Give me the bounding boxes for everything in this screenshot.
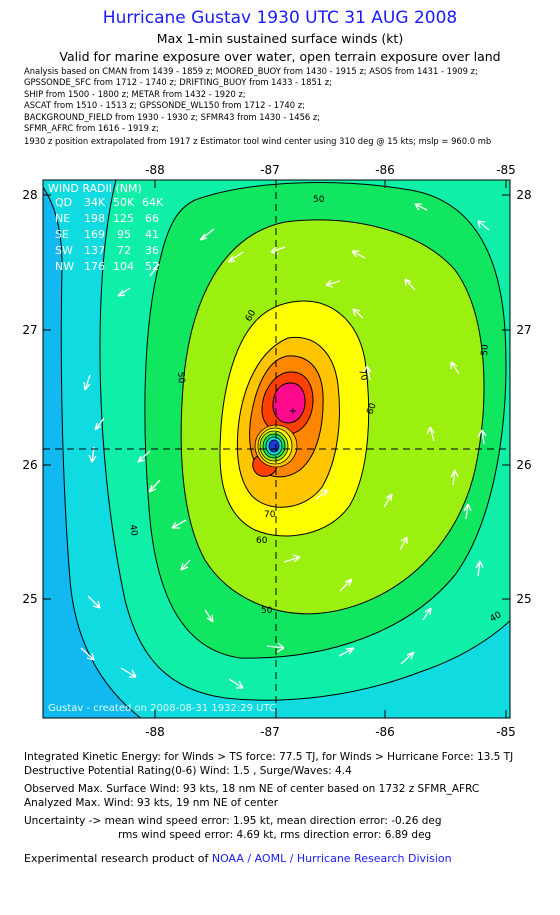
data-sources-line: SFMR_AFRC from 1616 - 1919 z; — [24, 123, 159, 133]
map-title: Hurricane Gustav 1930 UTC 31 AUG 2008 — [102, 8, 458, 28]
lon-tick-label: -86 — [375, 725, 395, 739]
wind-radii-cell: 52 — [145, 260, 159, 273]
observed-max-wind: Observed Max. Surface Wind: 93 kts, 18 n… — [24, 783, 480, 795]
wind-radii-table: WIND RADII (NM) QD 34K 50K 64K NE 198 12… — [48, 182, 164, 273]
uncertainty-rms-line: rms wind speed error: 4.69 kt, rms direc… — [118, 829, 432, 841]
wind-radii-cell: 66 — [145, 212, 159, 225]
lat-tick-label: 25 — [516, 592, 531, 606]
ike-line: Integrated Kinetic Energy: for Winds > T… — [24, 751, 514, 763]
wind-radii-cell: 64K — [142, 196, 164, 209]
data-sources-line: SHIP from 1500 - 1800 z; METAR from 1432… — [24, 89, 246, 99]
wind-radii-cell: SW — [55, 244, 73, 257]
contour-label: 60 — [256, 536, 268, 546]
wind-radii-cell: 137 — [84, 244, 105, 257]
position-note: 1930 z position extrapolated from 1917 z… — [24, 136, 492, 146]
lon-tick-label: -87 — [260, 725, 280, 739]
contour-label: 50 — [261, 606, 273, 616]
dpr-line: Destructive Potential Rating(0-6) Wind: … — [24, 765, 352, 777]
lon-tick-label: -87 — [260, 163, 280, 177]
wind-radii-cell: 34K — [84, 196, 106, 209]
contour-label: 50 — [313, 195, 325, 205]
wind-radii-title: WIND RADII (NM) — [48, 182, 142, 195]
wind-vectors — [80, 203, 490, 689]
noaa-link[interactable]: NOAA / AOML / Hurricane Research Divisio… — [211, 852, 452, 865]
lon-tick-label: -85 — [496, 725, 516, 739]
lon-tick-label: -88 — [145, 725, 165, 739]
contour-label: 70 — [264, 510, 276, 520]
data-sources-line: GPSSONDE_SFC from 1712 - 1740 z; DRIFTIN… — [24, 77, 332, 87]
lat-tick-label: 27 — [22, 323, 37, 337]
data-sources-line: Analysis based on CMAN from 1439 - 1859 … — [24, 66, 478, 76]
max-wind-marker: + — [289, 406, 297, 417]
lat-tick-label: 27 — [516, 323, 531, 337]
contour-label: 40 — [127, 524, 139, 537]
uncertainty-line: Uncertainty -> mean wind speed error: 1.… — [24, 815, 442, 827]
lat-tick-label: 28 — [516, 188, 531, 202]
lat-tick-label: 26 — [516, 458, 531, 472]
wind-radii-cell: SE — [55, 228, 69, 241]
map-subtitle: Max 1-min sustained surface winds (kt) — [156, 31, 404, 46]
axis-ticks — [43, 180, 510, 718]
wind-radii-cell: 198 — [84, 212, 105, 225]
axis-labels: -88 -87 -86 -85 -88 -87 -86 -85 28 27 26… — [22, 163, 531, 739]
product-credit: Experimental research product of NOAA / … — [24, 852, 452, 865]
lat-tick-label: 25 — [22, 592, 37, 606]
data-sources-line: ASCAT from 1510 - 1513 z; GPSSONDE_WL150… — [24, 100, 305, 110]
product-credit-prefix: Experimental research product of — [24, 852, 212, 865]
map-subtitle-exposure: Valid for marine exposure over water, op… — [59, 49, 501, 64]
contour-110kt — [272, 382, 306, 424]
lon-tick-label: -85 — [496, 163, 516, 177]
wind-radii-cell: QD — [55, 196, 72, 209]
wind-radii-cell: 125 — [113, 212, 134, 225]
wind-radii-cell: 50K — [113, 196, 135, 209]
wind-radii-cell: NW — [55, 260, 74, 273]
wind-radii-cell: 72 — [117, 244, 131, 257]
wind-radii-cell: NE — [55, 212, 70, 225]
wind-radii-cell: 104 — [113, 260, 134, 273]
lon-tick-label: -88 — [145, 163, 165, 177]
lat-tick-label: 26 — [22, 458, 37, 472]
contour-label: 60 — [365, 402, 378, 416]
wind-radii-cell: 41 — [145, 228, 159, 241]
data-sources-line: BACKGROUND_FIELD from 1930 - 1930 z; SFM… — [24, 112, 321, 122]
lon-tick-label: -86 — [375, 163, 395, 177]
credit-text: Gustav - created on 2008-08-31 1932:29 U… — [48, 703, 276, 714]
wind-radii-cell: 95 — [117, 228, 131, 241]
wind-radii-cell: 176 — [84, 260, 105, 273]
wind-radii-cell: 36 — [145, 244, 159, 257]
lat-tick-label: 28 — [22, 188, 37, 202]
contour-label: 70 — [356, 368, 369, 382]
analyzed-max-wind: Analyzed Max. Wind: 93 kts, 19 nm NE of … — [24, 797, 279, 809]
wind-radii-cell: 169 — [84, 228, 105, 241]
contour-label: 50 — [480, 344, 491, 357]
contour-label: 50 — [175, 371, 186, 384]
